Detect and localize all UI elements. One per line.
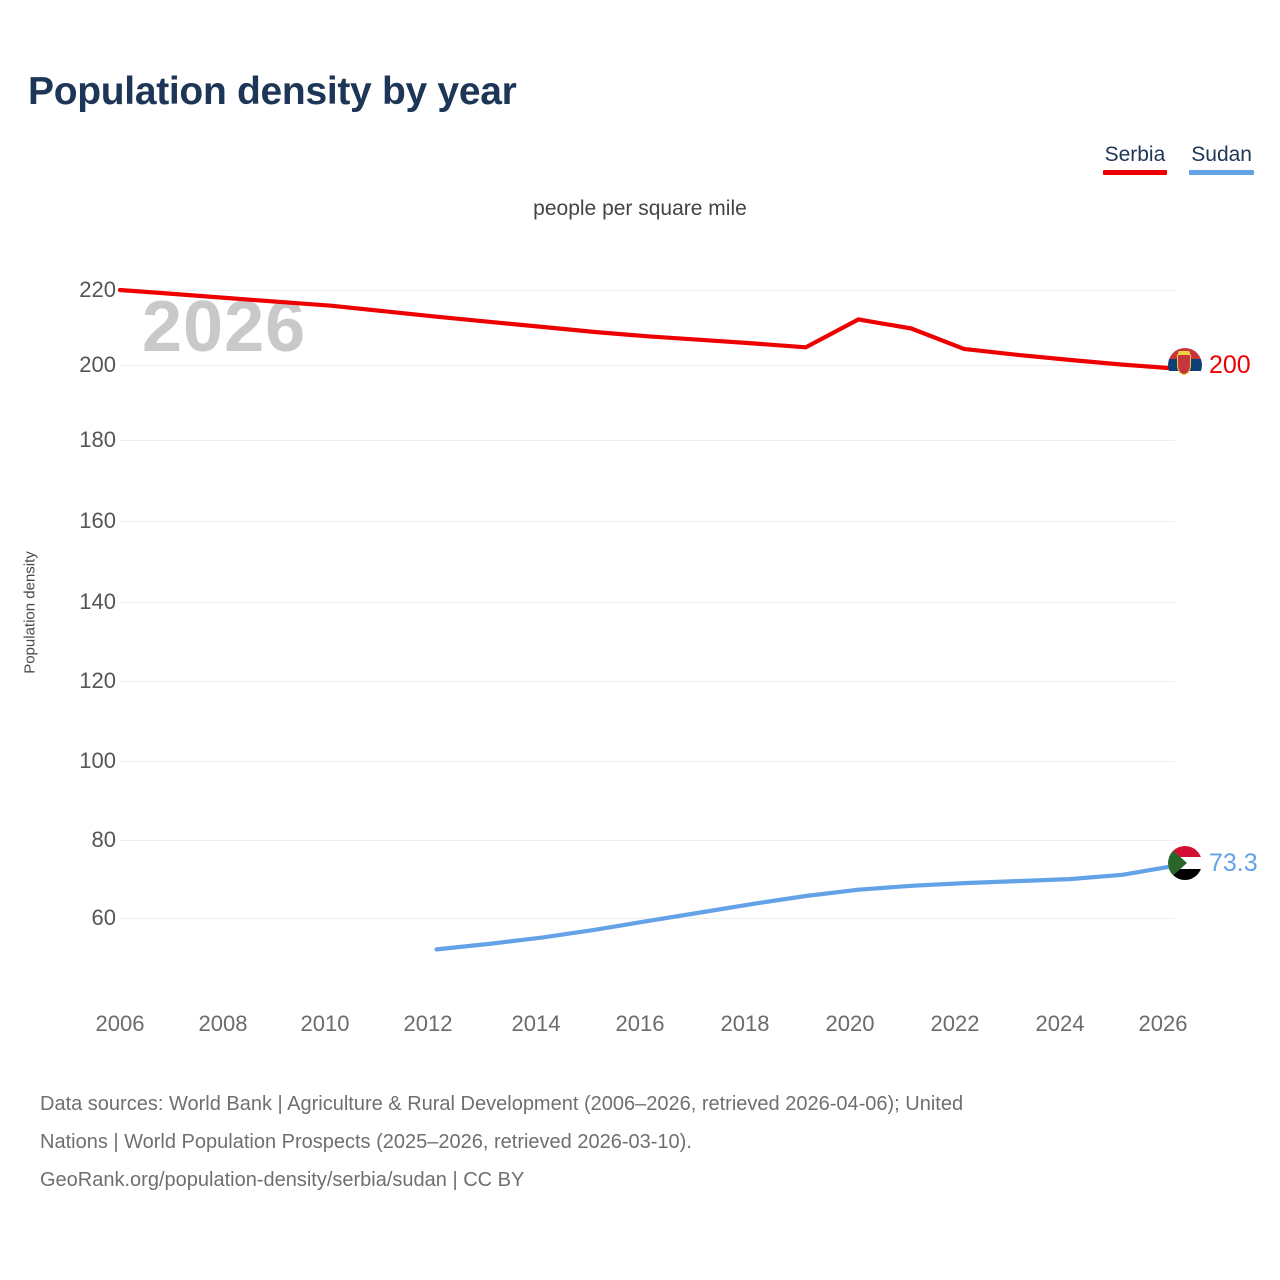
serbia-endpoint[interactable]: 200 <box>1168 348 1251 382</box>
x-tick-2022: 2022 <box>930 1011 980 1036</box>
chart-subtitle: people per square mile <box>533 197 747 220</box>
page-title: Population density by year <box>28 70 517 113</box>
x-tick-2008: 2008 <box>198 1011 248 1036</box>
y-tick-120: 120 <box>79 668 116 693</box>
legend-label-sudan: Sudan <box>1191 143 1252 166</box>
sudan-endpoint[interactable]: 73.3 <box>1168 846 1258 880</box>
x-tick-2014: 2014 <box>511 1011 561 1036</box>
y-tick-140: 140 <box>79 589 116 614</box>
x-tick-2018: 2018 <box>720 1011 770 1036</box>
y-tick-220: 220 <box>79 277 116 302</box>
x-tick-2020: 2020 <box>825 1011 875 1036</box>
legend-rule-serbia <box>1102 170 1168 175</box>
y-tick-200: 200 <box>79 352 116 377</box>
gridline-60 <box>120 918 1175 919</box>
x-tick-2016: 2016 <box>615 1011 665 1036</box>
legend-label-serbia: Serbia <box>1104 143 1166 166</box>
sudan-flag-icon <box>1168 846 1202 880</box>
x-tick-2024: 2024 <box>1035 1011 1085 1036</box>
serbia-flag-icon <box>1168 348 1202 382</box>
gridline-120 <box>120 681 1175 682</box>
gridline-100 <box>120 761 1175 762</box>
footer-line-2: Nations | World Population Prospects (20… <box>40 1131 692 1153</box>
legend-item-serbia[interactable]: Serbia <box>1102 143 1168 175</box>
gridline-160 <box>120 521 1175 522</box>
legend: Serbia Sudan <box>1102 143 1254 175</box>
sudan-endpoint-value: 73.3 <box>1209 848 1258 877</box>
footer-line-1: Data sources: World Bank | Agriculture &… <box>40 1093 964 1115</box>
line-series-sudan <box>434 863 1178 952</box>
gridline-80 <box>120 840 1175 841</box>
serbia-endpoint-value: 200 <box>1209 350 1251 379</box>
line-series-serbia <box>117 287 1178 371</box>
footer-line-3: GeoRank.org/population-density/serbia/su… <box>40 1169 525 1191</box>
footer-sources: Data sources: World Bank | Agriculture &… <box>40 1085 1255 1199</box>
y-tick-180: 180 <box>79 427 116 452</box>
x-tick-2012: 2012 <box>403 1011 453 1036</box>
y-tick-100: 100 <box>79 748 116 773</box>
legend-item-sudan[interactable]: Sudan <box>1189 143 1254 175</box>
y-tick-80: 80 <box>91 827 116 852</box>
y-tick-60: 60 <box>91 905 116 930</box>
legend-rule-sudan <box>1189 170 1254 175</box>
x-tick-2026: 2026 <box>1138 1011 1188 1036</box>
y-tick-160: 160 <box>79 508 116 533</box>
x-tick-2006: 2006 <box>95 1011 145 1036</box>
gridline-180 <box>120 440 1175 441</box>
gridline-220 <box>120 290 1175 291</box>
gridline-140 <box>120 602 1175 603</box>
x-tick-2010: 2010 <box>300 1011 350 1036</box>
gridline-200 <box>120 365 1175 366</box>
